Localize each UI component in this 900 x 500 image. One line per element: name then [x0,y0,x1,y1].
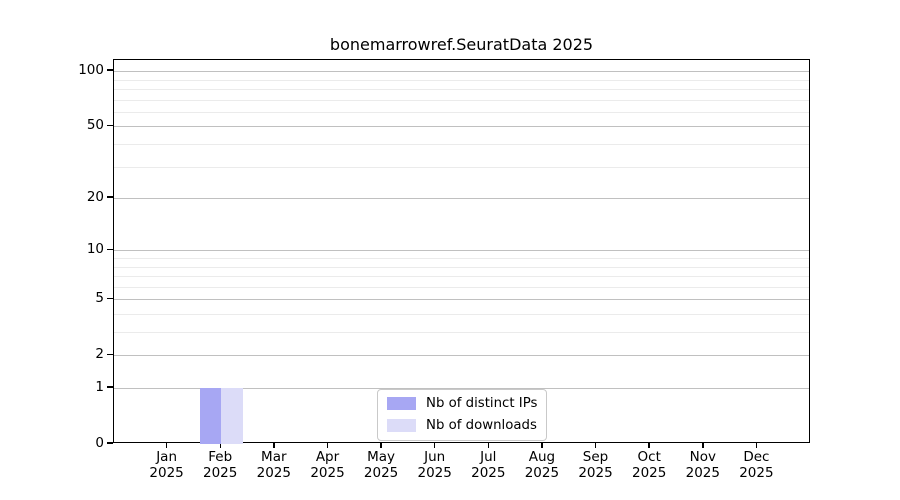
y-tick-label: 10 [86,241,104,258]
x-tick-label: Dec 2025 [739,449,774,481]
x-tick-label: Aug 2025 [524,449,560,481]
x-tick-label: Jan 2025 [149,449,184,481]
x-tick-label: Apr 2025 [310,449,345,481]
y-tick-mark [106,386,113,388]
y-tick-mark [106,353,113,355]
gridline-major [114,388,809,389]
chart-title: bonemarrowref.SeuratData 2025 [329,35,594,54]
x-tick-mark [594,442,597,448]
grid-layer [114,60,809,442]
y-tick-label: 5 [95,290,104,307]
x-tick-label: Jun 2025 [417,449,452,481]
legend-item-distinct-ips: Nb of distinct IPs [387,395,537,412]
gridline-minor [114,111,809,113]
x-tick-mark [755,442,758,448]
legend: Nb of distinct IPs Nb of downloads [377,389,548,441]
y-tick-mark [106,442,113,444]
y-tick-label: 1 [95,379,104,395]
gridline-minor [114,276,809,277]
y-tick-mark [106,124,113,127]
plot-area: Nb of distinct IPs Nb of downloads [113,59,810,444]
x-tick-label: Oct 2025 [632,449,667,481]
x-tick-mark [326,442,329,448]
x-tick-label: Feb 2025 [203,449,238,481]
gridline-minor [114,314,809,315]
gridline-major [114,355,809,357]
legend-swatch-distinct-ips-icon [387,397,416,410]
bars-layer [114,60,809,444]
y-tick-label: 2 [95,346,104,363]
x-tick-mark [273,442,275,448]
y-tick-label: 20 [86,189,104,206]
gridline-major [114,299,809,301]
y-tick-label: 100 [78,62,104,79]
bar-nb-of-distinct-ips-feb [199,388,222,444]
x-tick-label: Mar 2025 [256,449,291,481]
x-tick-mark [487,442,490,448]
gridline-minor [114,79,809,81]
gridline-minor [114,89,809,90]
gridline-minor [114,286,809,288]
x-tick-mark [165,442,168,448]
x-tick-mark [702,442,704,448]
legend-label-downloads: Nb of downloads [426,418,537,433]
y-tick-mark [106,69,113,71]
x-tick-mark [219,442,221,448]
y-tick-mark [106,248,113,250]
gridline-major [114,126,809,128]
gridline-minor [114,266,809,268]
y-tick-label: 0 [95,435,104,451]
gridline-minor [114,332,809,333]
y-tick-label: 50 [86,117,104,134]
x-tick-mark [648,442,650,448]
x-tick-mark [541,442,543,448]
gridline-minor [114,258,809,259]
x-tick-mark [380,442,382,448]
x-tick-label: Sep 2025 [578,449,613,481]
gridline-minor [114,166,809,168]
legend-item-downloads: Nb of downloads [387,417,537,434]
y-tick-mark [106,196,113,198]
x-tick-label: Nov 2025 [685,449,720,481]
x-tick-label: May 2025 [363,449,399,481]
bar-nb-of-downloads-feb [221,388,243,444]
gridline-major [114,71,809,73]
y-tick-mark [106,297,113,299]
gridline-minor [114,99,809,101]
x-tick-mark [433,442,436,448]
gridline-minor [114,144,809,145]
gridline-major [114,250,809,252]
x-tick-label: Jul 2025 [471,449,506,481]
legend-label-distinct-ips: Nb of distinct IPs [426,396,538,411]
legend-swatch-downloads-icon [387,419,416,432]
gridline-major [114,198,809,200]
